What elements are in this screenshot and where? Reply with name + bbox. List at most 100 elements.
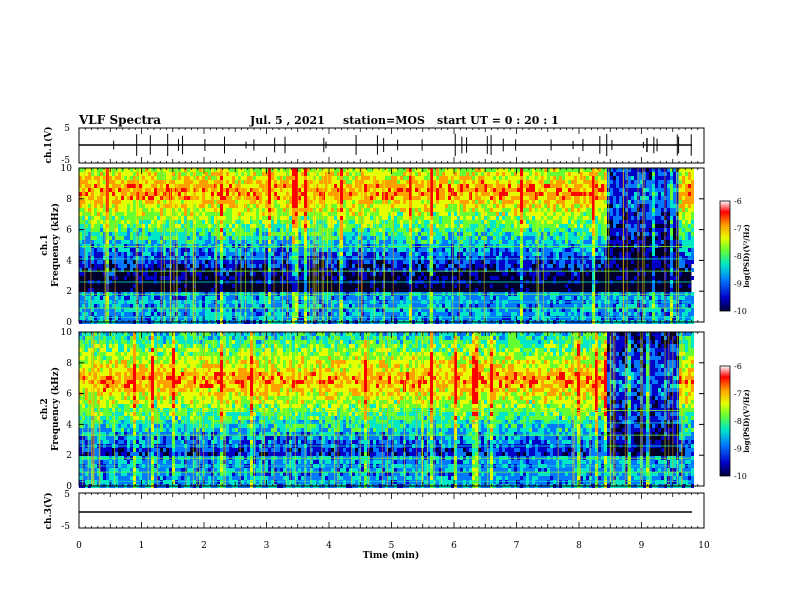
spectrogram-cell xyxy=(82,220,85,224)
spectrogram-cell xyxy=(358,264,361,268)
spectrogram-cell xyxy=(382,240,385,244)
spectrogram-cell xyxy=(133,304,136,308)
spectrogram-cell xyxy=(367,248,370,252)
spectrogram-cell xyxy=(355,212,358,216)
spectrogram-cell xyxy=(400,256,403,260)
spectrogram-cell xyxy=(496,192,499,196)
spectrogram-cell xyxy=(343,180,346,184)
spectrogram-cell xyxy=(133,232,136,236)
spectrogram-cell xyxy=(463,268,466,272)
spectrogram-cell xyxy=(190,224,193,228)
spectrogram-cell xyxy=(295,176,298,180)
spectrogram-cell xyxy=(502,248,505,252)
spectrogram-cell xyxy=(118,184,121,188)
spectrogram-cell xyxy=(100,212,103,216)
spectrogram-cell xyxy=(181,188,184,192)
spectrogram-cell xyxy=(145,176,148,180)
spectrogram-cell xyxy=(211,264,214,268)
spectrogram-cell xyxy=(319,240,322,244)
spectrogram-cell xyxy=(241,316,244,320)
spectrogram-cell xyxy=(208,180,211,184)
spectrogram-cell xyxy=(433,188,436,192)
spectrogram-cell xyxy=(268,196,271,200)
spectrogram-cell xyxy=(235,200,238,204)
spectrogram-cell xyxy=(283,216,286,220)
spectrogram-cell xyxy=(490,232,493,236)
spectrogram-cell xyxy=(487,172,490,176)
spectrogram-cell xyxy=(391,304,394,308)
spectrogram-cell xyxy=(82,176,85,180)
spectrogram-cell xyxy=(493,252,496,256)
spectrogram-cell xyxy=(430,196,433,200)
spectrogram-cell xyxy=(319,168,322,172)
spectrogram-cell xyxy=(412,180,415,184)
spectrogram-cell xyxy=(325,236,328,240)
spectrogram-cell xyxy=(412,316,415,320)
spectrogram-cell xyxy=(220,184,223,188)
spectrogram-cell xyxy=(376,220,379,224)
spectrogram-cell xyxy=(358,172,361,176)
spectrogram-cell xyxy=(220,272,223,276)
spectrogram-cell xyxy=(427,268,430,272)
spectrogram-cell xyxy=(355,312,358,316)
spectrogram-cell xyxy=(241,204,244,208)
spectrogram-cell xyxy=(490,252,493,256)
spectrogram-cell xyxy=(232,232,235,236)
spectrogram-cell xyxy=(334,228,337,232)
spectrogram-cell xyxy=(223,184,226,188)
spectrogram-cell xyxy=(256,252,259,256)
spectrogram-cell xyxy=(265,272,268,276)
spectrogram-cell xyxy=(247,256,250,260)
spectrogram-cell xyxy=(112,204,115,208)
spectrogram-cell xyxy=(142,220,145,224)
spectrogram-cell xyxy=(415,316,418,320)
spectrogram-cell xyxy=(418,180,421,184)
spectrogram-cell xyxy=(352,192,355,196)
spectrogram-cell xyxy=(196,240,199,244)
spectrogram-cell xyxy=(316,228,319,232)
spectrogram-cell xyxy=(493,276,496,280)
spectrogram-cell xyxy=(436,256,439,260)
spectrogram-cell xyxy=(493,184,496,188)
spectrogram-cell xyxy=(478,236,481,240)
spectrogram-cell xyxy=(220,176,223,180)
spectrogram-cell xyxy=(226,312,229,316)
spectrogram-cell xyxy=(298,304,301,308)
spectrogram-cell xyxy=(436,240,439,244)
spectrogram-cell xyxy=(97,200,100,204)
spectrogram-cell xyxy=(364,296,367,300)
spectrogram-cell xyxy=(145,240,148,244)
spectrogram-cell xyxy=(112,180,115,184)
spectrogram-cell xyxy=(436,316,439,320)
spectrogram-cell xyxy=(343,168,346,172)
spectrogram-cell xyxy=(454,212,457,216)
spectrogram-cell xyxy=(439,220,442,224)
spectrogram-cell xyxy=(352,196,355,200)
spectrogram-cell xyxy=(334,184,337,188)
spectrogram-cell xyxy=(481,260,484,264)
spectrogram-cell xyxy=(376,204,379,208)
spectrogram-cell xyxy=(124,200,127,204)
spectrogram-cell xyxy=(424,304,427,308)
spectrogram-cell xyxy=(100,188,103,192)
spectrogram-cell xyxy=(310,208,313,212)
spectrogram-cell xyxy=(229,252,232,256)
spectrogram-cell xyxy=(382,224,385,228)
spectrogram-cell xyxy=(433,236,436,240)
spectrogram-cell xyxy=(181,196,184,200)
spectrogram-cell xyxy=(421,308,424,312)
spectrogram-cell xyxy=(352,260,355,264)
spectrogram-cell xyxy=(301,188,304,192)
spectrogram-cell xyxy=(103,272,106,276)
spectrogram-cell xyxy=(184,200,187,204)
spectrogram-cell xyxy=(280,208,283,212)
spectrogram-cell xyxy=(235,220,238,224)
spectrogram-cell xyxy=(427,196,430,200)
spectrogram-cell xyxy=(259,308,262,312)
spectrogram-cell xyxy=(349,248,352,252)
spectrogram-cell xyxy=(412,272,415,276)
spectrogram-cell xyxy=(355,244,358,248)
spectrogram-cell xyxy=(292,172,295,176)
spectrogram-cell xyxy=(415,220,418,224)
spectrogram-cell xyxy=(439,172,442,176)
